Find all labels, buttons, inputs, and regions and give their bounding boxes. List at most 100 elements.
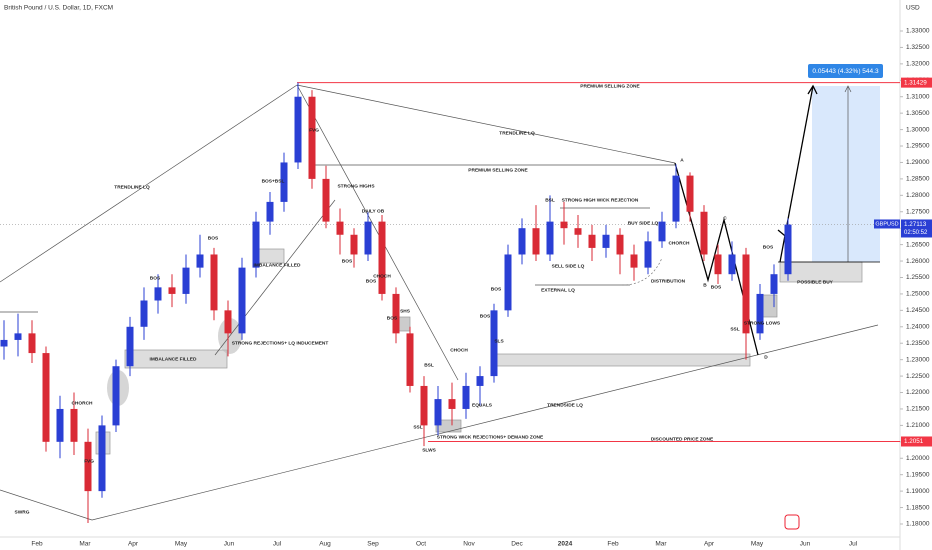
x-tick-label: Mar (79, 541, 91, 548)
candle-body (532, 228, 540, 255)
annotation: SWRG (15, 509, 30, 515)
y-tick-label: 1.20000 (906, 455, 930, 462)
zone (761, 294, 778, 318)
candle-body (434, 399, 442, 426)
wave (674, 162, 759, 356)
measure-tag (808, 64, 883, 78)
annotation: BUY SIDE LQ (628, 220, 659, 226)
annotation: POSSIBLE BUY (797, 279, 834, 285)
y-tick-label: 1.18500 (906, 504, 930, 511)
annotation: BSL (424, 362, 434, 368)
candle-body (448, 399, 456, 409)
annotation: TRENDSIDE LQ (547, 402, 583, 408)
annotation: BOS (763, 244, 774, 250)
measure-label: 0.05443 (4.32%) 544.3 (812, 68, 879, 75)
candle-body (98, 425, 106, 492)
x-tick-label: Aug (319, 541, 331, 548)
candle-body (308, 96, 316, 179)
candle-body (490, 310, 498, 377)
y-tick-label: 1.22000 (906, 389, 930, 396)
candle-body (504, 254, 512, 311)
annotation: FVG (309, 127, 319, 133)
x-tick-label: Jul (273, 541, 282, 548)
annotation: CHORCH (668, 240, 690, 246)
annotation: PREMIUM SELLING ZONE (468, 167, 528, 173)
candle-body (714, 254, 722, 275)
trend-line (91, 324, 879, 521)
candle-body (784, 224, 792, 275)
candle-body (126, 326, 134, 367)
candle-body (476, 376, 484, 386)
annotation: BOS (342, 258, 353, 264)
annotation: DAILY OB (362, 208, 385, 214)
x-tick-label: Jun (800, 541, 811, 548)
annotation: STRONG LOWS (744, 320, 781, 326)
trend-line (296, 84, 676, 164)
candle-body (182, 267, 190, 294)
x-tick-label: May (751, 541, 764, 548)
candle-body (280, 162, 288, 202)
annotation: IMBALANCE FILLED (254, 262, 301, 268)
annotation: IMBALANCE FILLED (150, 356, 197, 362)
candle-body (350, 234, 358, 255)
candle-body (84, 441, 92, 492)
logo-icon (784, 514, 800, 530)
candle-body (196, 254, 204, 268)
annotation: TRENDLINE LQ (114, 184, 150, 190)
y-tick-label: 1.22500 (906, 373, 930, 380)
annotation: CHORCH (71, 400, 93, 406)
annotation: CHOCH (450, 347, 468, 353)
candle-body (392, 293, 400, 334)
candle-body (700, 211, 708, 255)
annotation: SLWS (422, 447, 436, 453)
annotation: B (703, 282, 707, 288)
candle-body (686, 175, 694, 212)
y-tick-label: 1.30000 (906, 126, 930, 133)
candle-body (168, 287, 176, 294)
y-tick-label: 1.32000 (906, 61, 930, 68)
annotation: BSL (545, 197, 555, 203)
y-tick-label: 1.21000 (906, 422, 930, 429)
candle-body (616, 234, 624, 255)
x-tick-label: Mar (655, 541, 667, 548)
y-tick-label: 1.31000 (906, 93, 930, 100)
annotation: SLS (494, 338, 504, 344)
price-tag (901, 219, 932, 238)
y-tick-label: 1.28500 (906, 176, 930, 183)
annotation: DISTRIBUTION (651, 278, 686, 284)
candle-body (420, 385, 428, 426)
x-tick-label: Jun (224, 541, 235, 548)
annotation: CHOCH (373, 273, 391, 279)
annotation: SELL SIDE LQ (552, 263, 585, 269)
level-tag (901, 77, 932, 88)
candle-body (756, 293, 764, 334)
candle-body (602, 234, 610, 248)
zone (435, 419, 462, 433)
annotation: TRENDLINE LQ (499, 130, 535, 136)
zone (779, 261, 863, 283)
level-label: 1.31429 (904, 79, 927, 86)
x-tick-label: May (175, 541, 188, 548)
candle-body (546, 221, 554, 255)
drawings (0, 84, 880, 521)
candle-body (42, 353, 50, 442)
candle-body (560, 221, 568, 229)
candle-body (322, 178, 330, 222)
annotation: C (723, 215, 727, 221)
annotation: EXTERNAL LQ (541, 287, 575, 293)
candle-body (70, 408, 78, 442)
zone (397, 316, 411, 332)
curve (621, 257, 663, 286)
candle-body (56, 408, 64, 442)
y-tick-label: 1.24000 (906, 324, 930, 331)
candle-body (378, 221, 386, 294)
candle-body (140, 300, 148, 327)
annotation: SSL (730, 326, 739, 332)
trend-line (0, 84, 298, 283)
candle-body (406, 333, 414, 386)
annotation: BOS (150, 275, 161, 281)
arrow-head (807, 84, 818, 95)
annotation: SHS (400, 308, 411, 314)
annotation: BOS (491, 286, 502, 292)
